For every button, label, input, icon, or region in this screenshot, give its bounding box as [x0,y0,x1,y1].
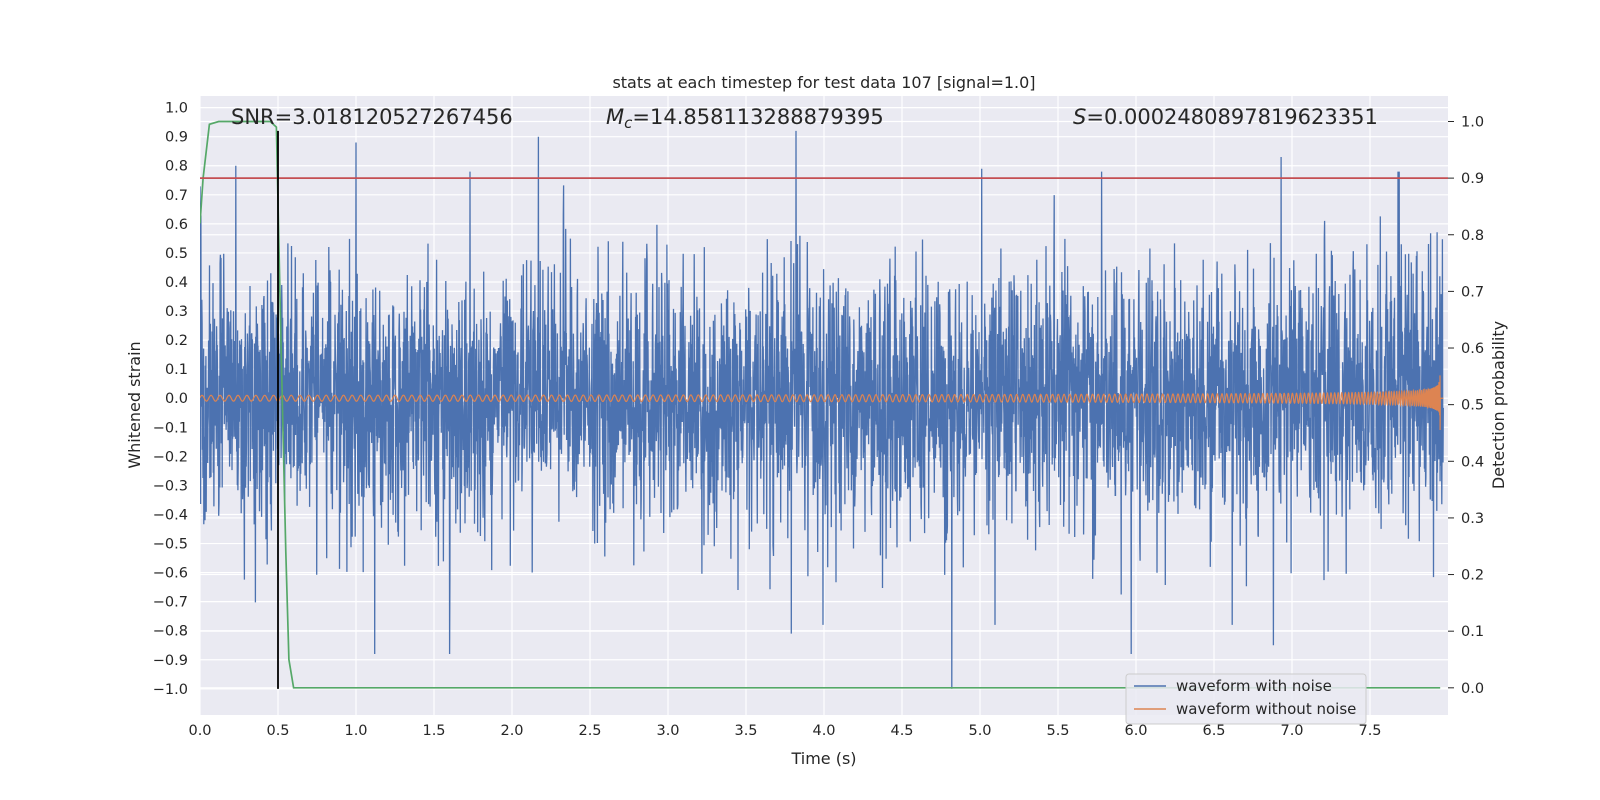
y-right-tick-label: 0.2 [1461,568,1484,584]
legend-label-clean: waveform without noise [1176,700,1356,718]
x-tick-label: 5.5 [1046,723,1069,739]
legend: waveform with noise waveform without noi… [1125,673,1367,725]
y-tick-label: −0.1 [153,420,188,436]
y-tick-label: −0.7 [153,595,188,611]
y-tick-label: −0.6 [153,566,188,582]
x-tick-label: 3.0 [656,723,679,739]
x-tick-label: 2.5 [578,723,601,739]
chirp-mass-subscript: c [624,114,633,132]
chart-title: stats at each timestep for test data 107… [612,73,1035,92]
x-tick-label: 4.0 [812,723,835,739]
y-axis-left-ticks: 1.0 0.9 0.8 0.7 0.6 0.5 0.4 0.3 0.2 0.1 0.0 −0.1 −0.… [153,101,188,698]
x-tick-label: 1.5 [422,723,445,739]
y-right-tick-label: 0.6 [1461,341,1484,357]
x-tick-label: 5.0 [968,723,991,739]
y-tick-label: 0.4 [165,275,188,291]
y-axis-right-ticks: 1.0 0.9 0.8 0.7 0.6 0.5 0.4 0.3 0.2 0.1 0.0 [1448,114,1484,697]
y-right-tick-label: 0.5 [1461,398,1484,414]
y-tick-label: 0.7 [165,188,188,204]
x-tick-label: 7.5 [1358,723,1381,739]
y-axis-right-label: Detection probability [1489,321,1508,489]
y-tick-label: −0.9 [153,653,188,669]
s-value: =0.0002480897819623351 [1086,105,1378,129]
x-tick-label: 1.0 [344,723,367,739]
x-axis-ticks: 0.0 0.5 1.0 1.5 2.0 2.5 3.0 3.5 4.0 4.5 5.0 5.5 6.0 6… [188,723,1381,739]
y-tick-label: 0.1 [165,362,188,378]
y-right-tick-label: 0.1 [1461,624,1484,640]
x-tick-label: 0.5 [266,723,289,739]
y-tick-label: 0.3 [165,304,188,320]
y-tick-label: 0.2 [165,333,188,349]
x-tick-label: 7.0 [1280,723,1303,739]
x-tick-label: 4.5 [890,723,913,739]
y-axis-label: Whitened strain [125,341,144,468]
y-tick-label: −0.5 [153,537,188,553]
series-waveform-with-noise [200,130,1444,689]
y-tick-label: 0.8 [165,159,188,175]
y-right-tick-label: 0.0 [1461,681,1484,697]
y-right-tick-label: 0.9 [1461,171,1484,187]
y-right-tick-label: 0.8 [1461,228,1484,244]
y-right-tick-label: 0.7 [1461,284,1484,300]
x-axis-label: Time (s) [790,749,856,768]
y-tick-label: −0.8 [153,624,188,640]
chirp-mass-value: =14.858113288879395 [632,105,883,129]
y-right-tick-label: 1.0 [1461,114,1484,130]
x-tick-label: 3.5 [734,723,757,739]
chirp-mass-symbol: M [606,105,624,129]
y-tick-label: −0.2 [153,449,188,465]
x-tick-label: 6.0 [1124,723,1147,739]
legend-box [1125,673,1367,725]
x-tick-label: 6.5 [1202,723,1225,739]
series-waveform-without-noise [200,375,1444,430]
x-tick-label: 2.0 [500,723,523,739]
y-tick-label: −0.4 [153,507,188,523]
y-tick-label: 0.6 [165,217,188,233]
chirp-mass-annotation: Mc=14.858113288879395 [606,105,884,132]
y-tick-label: 0.0 [165,391,188,407]
s-annotation: S=0.0002480897819623351 [1073,105,1378,129]
y-right-tick-label: 0.3 [1461,511,1484,527]
s-symbol: S [1073,105,1086,129]
y-tick-label: 1.0 [165,101,188,117]
y-right-tick-label: 0.4 [1461,454,1484,470]
y-tick-label: 0.5 [165,246,188,262]
y-tick-label: 0.9 [165,130,188,146]
legend-label-noise: waveform with noise [1176,677,1332,695]
y-tick-label: −1.0 [153,682,188,698]
snr-annotation: SNR=3.018120527267456 [231,105,513,129]
y-tick-label: −0.3 [153,478,188,494]
x-tick-label: 0.0 [188,723,211,739]
